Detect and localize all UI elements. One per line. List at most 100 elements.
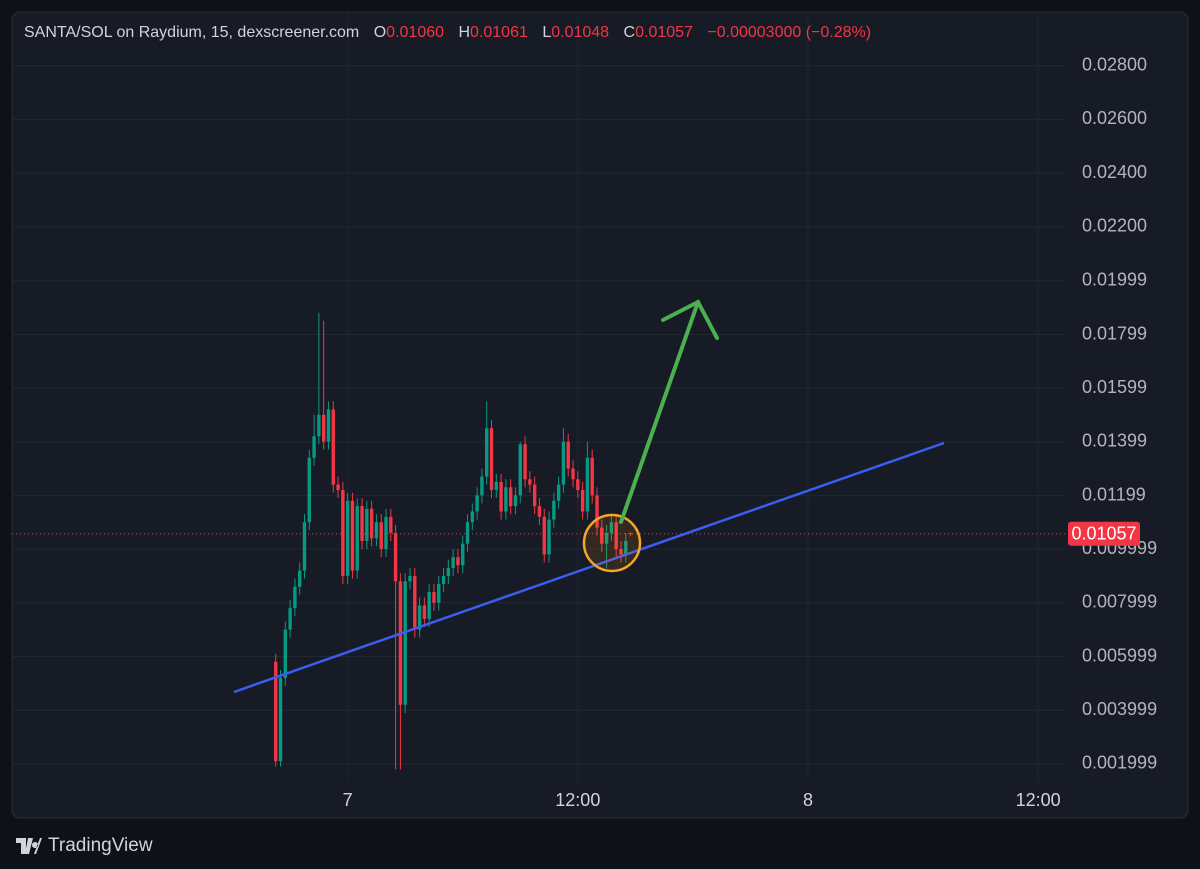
chart-frame [11, 11, 1189, 819]
candle-body [432, 592, 436, 603]
y-tick-label: 0.02200 [1082, 216, 1147, 236]
candle-body [307, 457, 311, 523]
x-tick-label: 7 [343, 790, 353, 810]
candles [12, 312, 1065, 770]
candle-body [480, 476, 484, 496]
candle-body [317, 414, 321, 437]
candle-body [552, 500, 556, 520]
candle-body [537, 506, 542, 517]
candle-body [336, 484, 340, 490]
candle-body [374, 522, 379, 539]
candle-body [331, 409, 335, 485]
last-price-label: 0.01057 [1071, 524, 1136, 544]
arrow [619, 299, 719, 524]
arrow-shaft [619, 300, 700, 524]
y-tick-label: 0.01999 [1082, 270, 1147, 290]
candle-body [508, 487, 513, 507]
last-price-box [1068, 521, 1140, 546]
candle-body [408, 575, 412, 582]
candle-body [585, 457, 590, 512]
candle-body [489, 428, 494, 490]
candle-body [619, 549, 623, 555]
grid [12, 12, 1065, 780]
ohlc-value: 0.01060 [386, 24, 445, 41]
candle-body [417, 605, 422, 630]
candle-body [422, 605, 427, 619]
candle-body [590, 457, 594, 496]
y-tick-label: 0.005999 [1082, 645, 1157, 665]
candle-body [437, 583, 441, 603]
trend-line [233, 441, 945, 694]
chart-title: SANTA/SOL on Raydium, 15, dexscreener.co… [24, 24, 360, 41]
y-tick-label: 0.001999 [1082, 753, 1157, 773]
branding[interactable]: TradingView [16, 835, 153, 857]
candle-body [355, 506, 359, 571]
candle-body [298, 570, 302, 587]
candle-body [547, 519, 551, 555]
candle-body [456, 557, 460, 566]
candle-body [580, 489, 585, 512]
y-tick-label: 0.01799 [1082, 323, 1147, 343]
candle-body [312, 436, 316, 458]
candle-body [494, 481, 499, 490]
x-tick-label: 12:00 [1016, 790, 1061, 810]
candle-body [278, 677, 283, 762]
candle-body [566, 441, 570, 469]
candle-body [556, 484, 561, 501]
arrow-head [661, 299, 719, 340]
candle-body [393, 532, 398, 582]
candle-body [379, 522, 383, 550]
candle-body [624, 541, 628, 555]
logo [16, 838, 42, 854]
candle-body [451, 557, 455, 568]
candle-body [302, 522, 307, 571]
candle-body [470, 511, 475, 523]
candle-body [614, 522, 618, 550]
brand-name: TradingView [48, 835, 153, 856]
candle-body [384, 516, 388, 550]
candle-body [389, 516, 393, 533]
candle-body [341, 489, 345, 576]
candle-body [360, 506, 364, 542]
candle-body [326, 409, 331, 442]
candle-body [413, 575, 417, 630]
candle-body [609, 522, 614, 533]
candle-body [600, 527, 604, 544]
candle-body [604, 532, 609, 544]
ohlc-label: O [373, 24, 387, 41]
candle-body [446, 567, 451, 576]
candle-body [571, 468, 575, 480]
change: −0.00003000 (−0.28%) [707, 24, 872, 41]
candle-body [403, 581, 407, 705]
y-tick-label: 0.02800 [1082, 54, 1147, 74]
candle-body [441, 575, 446, 584]
candle-body [513, 495, 518, 507]
x-tick-label: 12:00 [555, 790, 600, 810]
y-tick-label: 0.01399 [1082, 431, 1147, 451]
candle-body [288, 608, 292, 630]
candle-body [628, 532, 633, 534]
candle-body [504, 487, 508, 512]
candle-body [542, 516, 546, 555]
ohlc-value: 0.01057 [635, 24, 693, 41]
candle-body [532, 484, 537, 507]
highlight-circle [582, 513, 642, 573]
x-tick-label: 8 [803, 790, 813, 810]
ohlc-label: H [458, 24, 471, 41]
y-tick-label: 0.01599 [1082, 377, 1147, 397]
candle-body [274, 661, 278, 762]
ohlc-label: C [623, 24, 636, 41]
candle-body [595, 495, 599, 528]
candle-body [398, 581, 403, 705]
candle-body [293, 586, 297, 609]
y-tick-label: 0.02400 [1082, 162, 1147, 182]
ohlc-label: L [542, 24, 552, 41]
candle-body [283, 629, 288, 678]
ohlc-value: 0.01048 [551, 24, 610, 41]
candle-body [576, 479, 580, 490]
candle-body [345, 500, 350, 576]
candle-body [427, 592, 431, 619]
candle-body [518, 444, 522, 496]
